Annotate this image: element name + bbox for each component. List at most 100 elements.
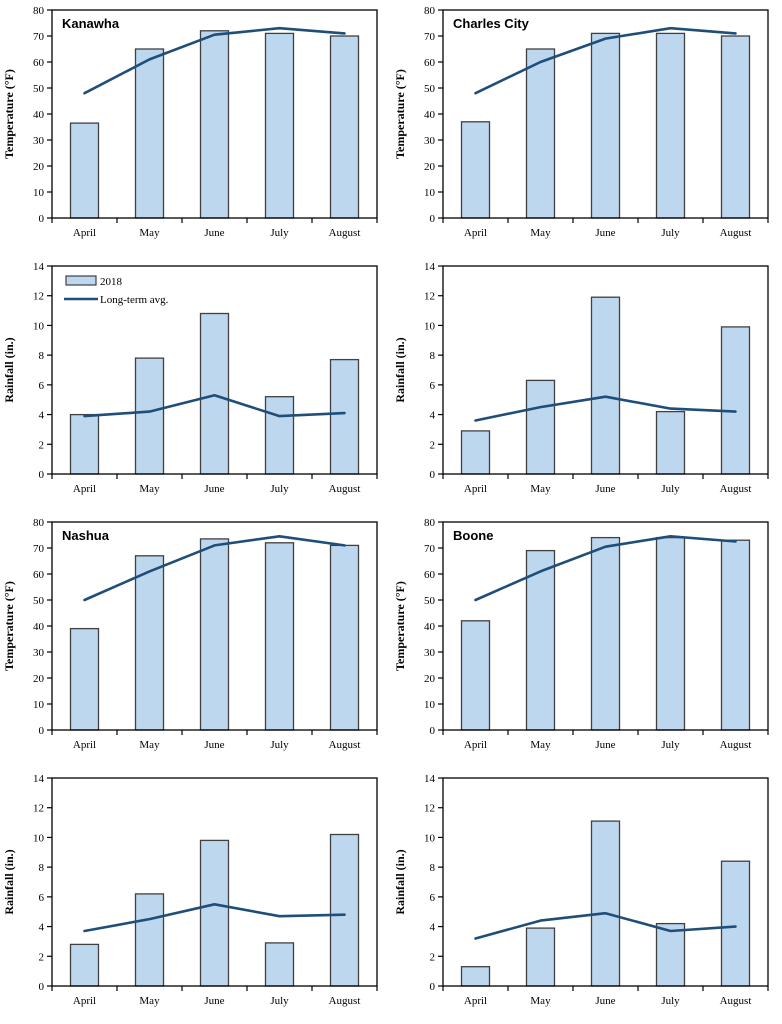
y-tick-label: 80 (424, 5, 436, 17)
bar-april (69, 122, 100, 219)
y-tick-label: 0 (430, 213, 436, 225)
y-tick-label: 8 (39, 350, 45, 362)
y-tick-label: 14 (33, 773, 45, 785)
bar-may (525, 48, 556, 219)
x-tick-label-june: June (204, 227, 224, 239)
bar-august (720, 326, 751, 475)
chart-title: Nashua (62, 528, 110, 543)
long-term-avg-line (83, 903, 346, 933)
bar-august (329, 358, 360, 475)
y-tick-label: 12 (424, 291, 435, 303)
y-tick-label: 60 (424, 569, 436, 581)
y-tick-label: 50 (33, 595, 45, 607)
x-tick-label-may: May (530, 483, 551, 495)
bar-july (264, 942, 295, 987)
bar-august (720, 860, 751, 987)
y-tick-label: 40 (33, 621, 45, 633)
long-term-avg-line (83, 534, 346, 602)
y-tick-label: 4 (430, 922, 436, 934)
y-tick-label: 6 (430, 892, 436, 904)
y-tick-label: 10 (33, 699, 45, 711)
x-tick-label-july: July (661, 227, 680, 239)
bar-june (199, 538, 230, 731)
bar-july (264, 542, 295, 731)
kanawha-temperature-chart: 0 10 20 30 40 50 60 70 80 April May June July August T… (2, 5, 378, 239)
y-tick-label: 10 (33, 832, 45, 844)
bar-may (134, 357, 165, 475)
y-tick-label: 0 (430, 469, 436, 481)
y-tick-label: 10 (33, 187, 45, 199)
bar-august (329, 35, 360, 219)
y-tick-label: 0 (39, 981, 45, 993)
x-tick-label-april: April (464, 483, 487, 495)
x-tick-label-august: August (329, 995, 361, 1007)
y-tick-label: 60 (424, 57, 436, 69)
x-tick-label-april: April (464, 739, 487, 751)
y-tick-label: 0 (39, 213, 45, 225)
y-tick-label: 10 (424, 832, 436, 844)
bar-june (199, 30, 230, 219)
bar-august (720, 35, 751, 219)
y-axis-label: Rainfall (in.) (2, 337, 16, 402)
y-tick-label: 80 (424, 517, 436, 529)
x-tick-label-may: May (530, 739, 551, 751)
kanawha-rainfall-chart: 0 2 4 6 8 10 12 14 April May June July August Rainfal… (2, 261, 378, 495)
plot-border (442, 777, 769, 987)
x-tick-label-april: April (73, 227, 96, 239)
y-tick-label: 4 (430, 410, 436, 422)
y-tick-label: 6 (430, 380, 436, 392)
bar-may (525, 927, 556, 987)
x-tick-label-june: June (595, 483, 615, 495)
nashua-temperature-chart: 0 10 20 30 40 50 60 70 80 April May June July August T… (2, 517, 378, 751)
y-tick-label: 6 (39, 892, 45, 904)
y-tick-label: 80 (33, 5, 45, 17)
x-tick-label-april: April (73, 483, 96, 495)
y-tick-label: 20 (33, 161, 45, 173)
bar-april (460, 620, 491, 731)
y-tick-label: 4 (39, 410, 45, 422)
y-tick-label: 10 (424, 320, 436, 332)
x-tick-label-august: August (720, 739, 752, 751)
y-tick-label: 30 (424, 647, 436, 659)
bar-april (69, 943, 100, 987)
legend: 2018 Long-term avg. (64, 275, 169, 306)
legend-bar-swatch (65, 275, 97, 286)
chart-panel-kanawha-temperature: 0 10 20 30 40 50 60 70 80 April May June July August T… (0, 0, 391, 256)
y-tick-label: 0 (430, 981, 436, 993)
bar-july (655, 32, 686, 219)
chart-title: Kanawha (62, 16, 120, 31)
y-tick-label: 10 (424, 187, 436, 199)
legend-label-longterm-avg: Long-term avg. (100, 294, 169, 306)
bar-august (720, 539, 751, 731)
y-tick-label: 40 (424, 109, 436, 121)
y-tick-label: 12 (424, 803, 435, 815)
bar-april (460, 121, 491, 219)
y-axis-label: Temperature (°F) (393, 69, 407, 159)
y-tick-label: 2 (430, 951, 436, 963)
y-tick-label: 6 (39, 380, 45, 392)
bar-july (655, 536, 686, 731)
bar-july (264, 32, 295, 219)
y-tick-label: 2 (430, 439, 436, 451)
bar-july (264, 396, 295, 475)
x-tick-label-june: June (595, 739, 615, 751)
x-tick-label-july: July (270, 483, 289, 495)
chart-title: Boone (453, 528, 493, 543)
y-tick-label: 50 (424, 83, 436, 95)
charles-city-temperature-chart: 0 10 20 30 40 50 60 70 80 April May June July August T… (393, 5, 769, 239)
bar-july (655, 410, 686, 475)
long-term-avg-line (474, 534, 737, 602)
bar-may (525, 379, 556, 475)
y-tick-label: 30 (33, 647, 45, 659)
y-tick-label: 10 (33, 320, 45, 332)
x-tick-label-july: July (661, 739, 680, 751)
chart-panel-boone-temperature: 0 10 20 30 40 50 60 70 80 April May June July August T… (391, 512, 782, 768)
y-tick-label: 80 (33, 517, 45, 529)
y-tick-label: 10 (424, 699, 436, 711)
x-tick-label-june: June (595, 995, 615, 1007)
y-axis-label: Temperature (°F) (393, 581, 407, 671)
y-tick-label: 40 (424, 621, 436, 633)
chart-panel-charles-city-rainfall: 0 2 4 6 8 10 12 14 April May June July August Rainfal… (391, 256, 782, 512)
long-term-avg-line (474, 395, 737, 422)
y-tick-label: 12 (33, 803, 44, 815)
